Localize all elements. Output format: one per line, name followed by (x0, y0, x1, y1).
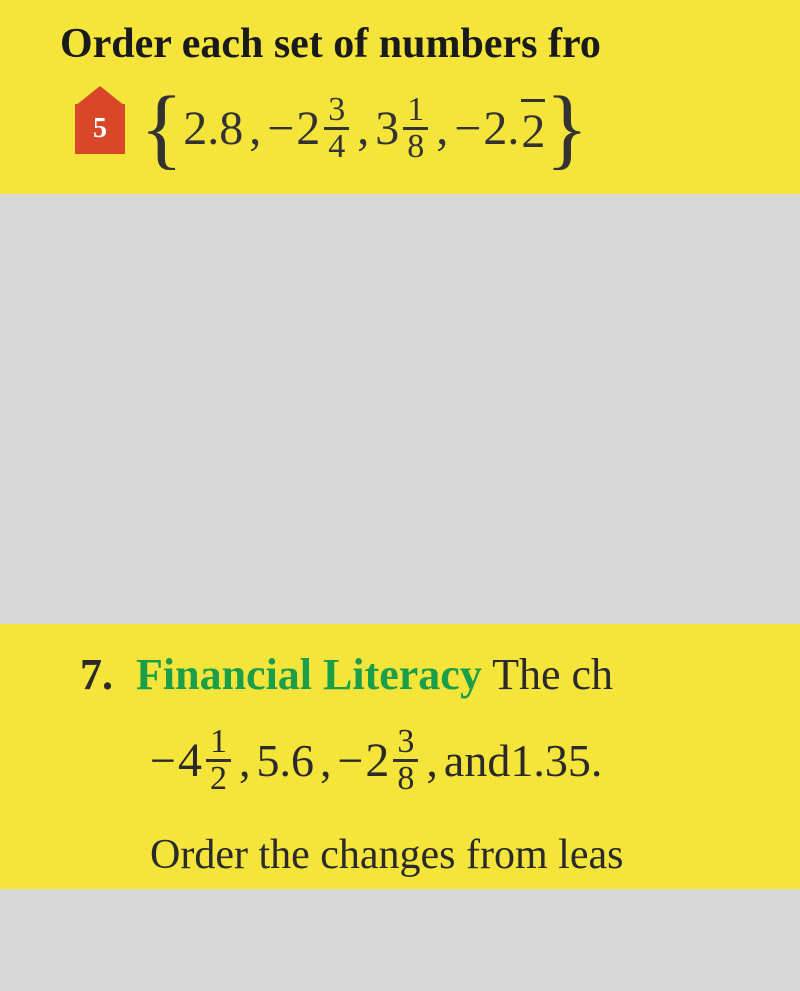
comma: , (249, 101, 261, 156)
repeating-bar: 2 (521, 99, 545, 159)
comma: , (239, 734, 251, 787)
numerator: 3 (324, 93, 349, 130)
whole-part: 3 (375, 101, 399, 156)
problem-7-numbers: − 4 1 2 , 5.6 , − 2 3 8 , and 1.35. (150, 725, 800, 796)
fraction: 1 2 (206, 725, 231, 796)
numerator: 3 (393, 725, 418, 762)
open-brace: { (140, 102, 183, 156)
comma: , (357, 101, 369, 156)
neg-sign: − (267, 101, 294, 156)
whole-part: 2. (483, 101, 519, 156)
problem-number-7: 7. (80, 650, 113, 699)
blank-space (0, 194, 800, 624)
problem-number-5: 5 (93, 113, 107, 145)
whole-part: 2 (365, 733, 389, 788)
denominator: 2 (206, 762, 231, 796)
whole-part: 2 (296, 101, 320, 156)
number-set: 5 { 2.8 , − 2 3 4 , 3 1 8 , − 2. 2 } (75, 93, 800, 164)
fraction: 1 8 (403, 93, 428, 164)
comma: , (426, 734, 438, 787)
neg-sign: − (337, 734, 363, 787)
number-4: 1.35. (510, 734, 602, 787)
numerator: 1 (403, 93, 428, 130)
set-item-4: − 2. 2 (454, 99, 545, 159)
neg-sign: − (150, 734, 176, 787)
set-item-2: − 2 3 4 (267, 93, 351, 164)
problem-5-block: Order each set of numbers fro 5 { 2.8 , … (0, 0, 800, 194)
and-text: and (444, 734, 510, 787)
number-3: − 2 3 8 (337, 725, 420, 796)
problem-7-line1: 7. Financial Literacy The ch (80, 649, 800, 700)
numerator: 1 (206, 725, 231, 762)
comma: , (320, 734, 332, 787)
denominator: 8 (403, 130, 428, 164)
fraction: 3 8 (393, 725, 418, 796)
number-1: − 4 1 2 (150, 725, 233, 796)
close-brace: } (545, 102, 588, 156)
set-item-3: 3 1 8 (375, 93, 430, 164)
set-item-1: 2.8 (183, 101, 243, 156)
whole-part: 4 (178, 733, 202, 788)
category-label: Financial Literacy (136, 650, 482, 699)
neg-sign: − (454, 101, 481, 156)
denominator: 4 (324, 130, 349, 164)
home-icon: 5 (75, 104, 125, 154)
fraction: 3 4 (324, 93, 349, 164)
instruction-text: Order each set of numbers fro (60, 20, 800, 68)
problem-7-instruction: Order the changes from leas (150, 831, 800, 879)
number-2: 5.6 (256, 734, 314, 787)
line1-tail: The ch (492, 650, 613, 699)
comma: , (436, 101, 448, 156)
problem-7-block: 7. Financial Literacy The ch − 4 1 2 , 5… (0, 624, 800, 889)
denominator: 8 (393, 762, 418, 796)
